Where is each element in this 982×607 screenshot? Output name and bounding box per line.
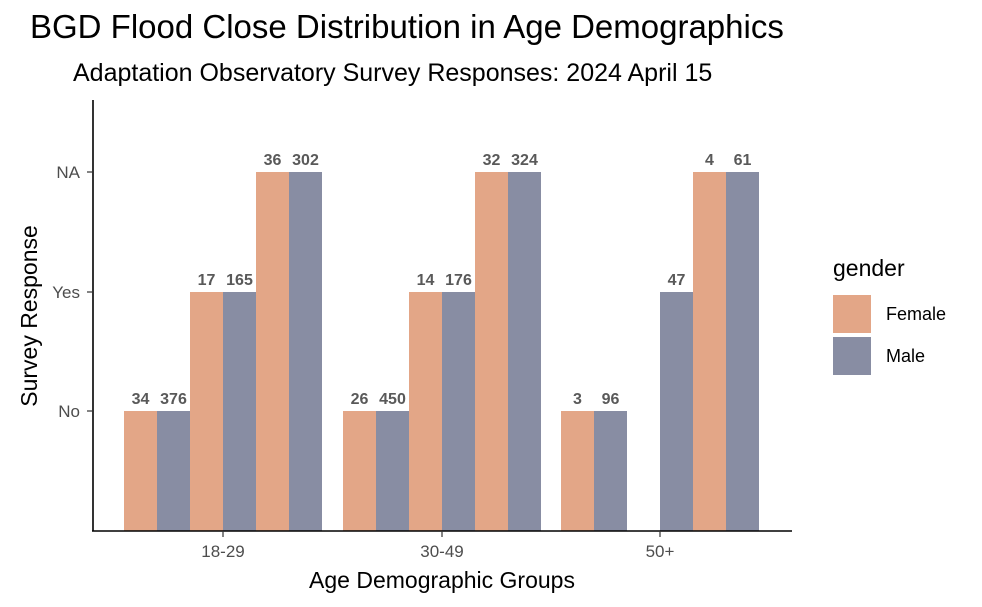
data-label: 302 bbox=[292, 152, 319, 169]
data-label: 32 bbox=[483, 152, 501, 169]
data-label: 376 bbox=[160, 391, 187, 408]
bar-30-49-No-female bbox=[343, 411, 376, 531]
x-tick-label: 18-29 bbox=[201, 542, 244, 561]
bar-18-29-Yes-male bbox=[223, 292, 256, 531]
bar-18-29-NA-female bbox=[256, 172, 289, 531]
data-label: 176 bbox=[445, 272, 472, 289]
bar-18-29-NA-male bbox=[289, 172, 322, 531]
data-label: 450 bbox=[379, 391, 406, 408]
data-label: 34 bbox=[132, 391, 150, 408]
y-tick-label: No bbox=[58, 402, 80, 421]
data-label: 47 bbox=[668, 272, 686, 289]
bar-30-49-Yes-female bbox=[409, 292, 442, 531]
data-label: 96 bbox=[602, 391, 620, 408]
legend: gender Female Male bbox=[833, 255, 946, 375]
chart-title: BGD Flood Close Distribution in Age Demo… bbox=[30, 8, 784, 45]
data-label: 61 bbox=[734, 152, 752, 169]
y-axis-title: Survey Response bbox=[16, 225, 42, 407]
data-label: 3 bbox=[573, 391, 582, 408]
y-tick-label: NA bbox=[56, 163, 80, 182]
chart-subtitle: Adaptation Observatory Survey Responses:… bbox=[73, 59, 712, 87]
bar-30-49-No-male bbox=[376, 411, 409, 531]
data-labels-layer: 34 376 17 165 36 302 26 450 14 176 32 324 3 96 47 4 61 bbox=[132, 152, 752, 408]
data-label: 26 bbox=[351, 391, 369, 408]
x-ticks: 18-29 30-49 50+ bbox=[201, 531, 674, 561]
bar-30-49-Yes-male bbox=[442, 292, 475, 531]
legend-swatch-male bbox=[833, 337, 871, 375]
bar-50+-No-male bbox=[594, 411, 627, 531]
bar-18-29-No-male bbox=[157, 411, 190, 531]
bar-50+-NA-female bbox=[693, 172, 726, 531]
legend-label-male: Male bbox=[886, 346, 925, 366]
bars-layer bbox=[124, 172, 759, 531]
bar-50+-NA-male bbox=[726, 172, 759, 531]
legend-title: gender bbox=[833, 255, 905, 281]
x-tick-label: 30-49 bbox=[420, 542, 463, 561]
bar-50+-Yes-male bbox=[660, 292, 693, 531]
legend-swatch-female bbox=[833, 295, 871, 333]
bar-30-49-NA-female bbox=[475, 172, 508, 531]
data-label: 324 bbox=[511, 152, 538, 169]
data-label: 17 bbox=[198, 272, 216, 289]
bar-18-29-No-female bbox=[124, 411, 157, 531]
legend-items: Female Male bbox=[833, 295, 946, 375]
y-tick-label: Yes bbox=[52, 283, 80, 302]
data-label: 4 bbox=[705, 152, 714, 169]
y-ticks: No Yes NA bbox=[52, 163, 93, 421]
bar-30-49-NA-male bbox=[508, 172, 541, 531]
data-label: 165 bbox=[226, 272, 253, 289]
legend-label-female: Female bbox=[886, 304, 946, 324]
bar-50+-No-female bbox=[561, 411, 594, 531]
data-label: 36 bbox=[264, 152, 282, 169]
x-tick-label: 50+ bbox=[646, 542, 675, 561]
data-label: 14 bbox=[417, 272, 435, 289]
bar-18-29-Yes-female bbox=[190, 292, 223, 531]
x-axis-title: Age Demographic Groups bbox=[309, 567, 575, 593]
